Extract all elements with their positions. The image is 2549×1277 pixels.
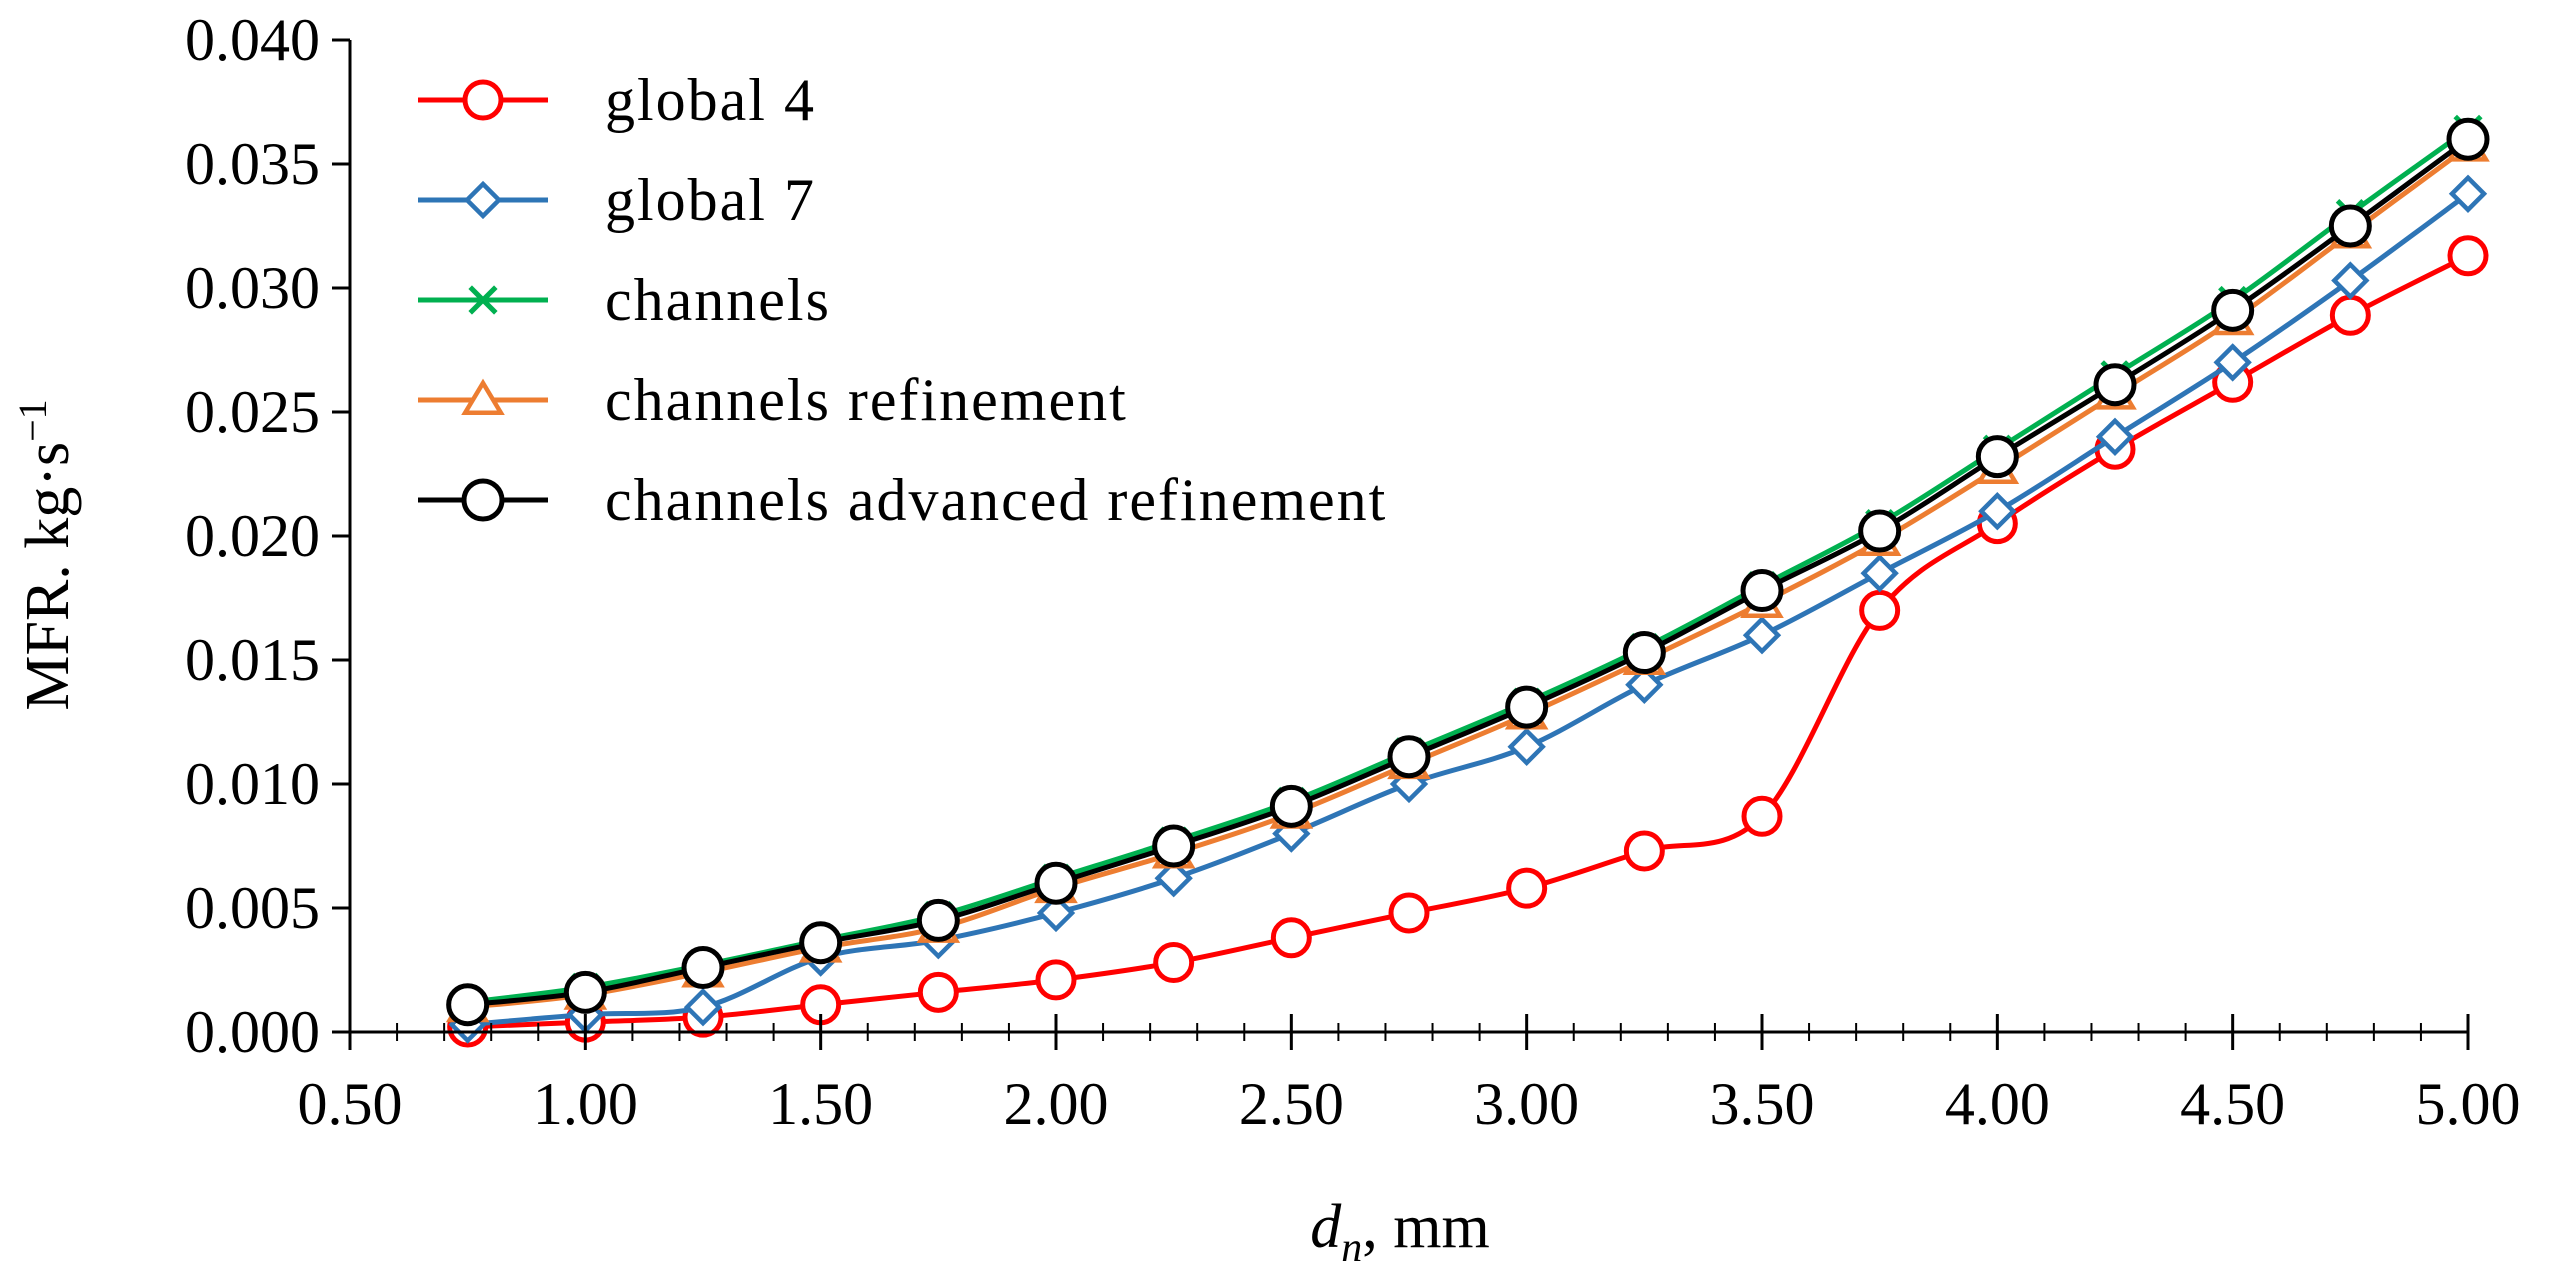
x-tick-label: 5.00: [2416, 1071, 2521, 1137]
series-layer: [445, 114, 2490, 1048]
series-channels-advanced-refinement-point: [1269, 784, 1313, 828]
legend-item-channels-advanced-refinement: channels advanced refinement: [418, 467, 1387, 533]
series-global-7-point: [1507, 727, 1546, 766]
series-channels: [453, 114, 2483, 1017]
series-channels-advanced-refinement: [446, 117, 2490, 1027]
x-axis-title-symbol: d: [1310, 1193, 1342, 1261]
x-tick-label: 0.50: [298, 1071, 403, 1137]
legend-item-channels-advanced-refinement-point: [461, 478, 505, 522]
legend-item-channels-refinement-point: [461, 378, 505, 415]
legend-item-global-7-label: global 7: [605, 167, 816, 233]
series-channels-advanced-refinement-point: [681, 946, 725, 990]
series-channels-advanced-refinement-point: [916, 898, 960, 942]
series-channels-advanced-refinement-point: [1034, 861, 1078, 905]
legend-item-channels-advanced-refinement-label: channels advanced refinement: [605, 467, 1387, 533]
legend-item-channels: channels: [418, 267, 831, 333]
series-channels-advanced-refinement-point: [2211, 288, 2255, 332]
series-global-4-point: [1153, 942, 1195, 984]
y-tick-label: 0.035: [185, 131, 320, 197]
series-global-4: [447, 235, 2489, 1048]
y-axis-title-text: MFR. kg·s: [14, 442, 82, 711]
series-global-7-point: [1860, 554, 1899, 593]
legend-item-channels-point-stroke: [468, 285, 498, 315]
legend-item-global-4-point: [462, 79, 504, 121]
y-tick-label: 0.030: [185, 255, 320, 321]
y-axis-title-superscript: −1: [10, 399, 55, 442]
x-tick-label: 2.50: [1239, 1071, 1344, 1137]
legend-item-global-4-label: global 4: [605, 67, 816, 133]
series-global-4-point: [1388, 892, 1430, 934]
series-global-4-point: [1741, 795, 1783, 837]
legend: global 4 global 7 channels channels refinem…: [418, 67, 1387, 533]
series-global-7-point: [1978, 492, 2017, 531]
series-global-4-point: [1859, 589, 1901, 631]
series-global-4-point: [2329, 294, 2371, 336]
x-tick-label: 1.00: [533, 1071, 638, 1137]
series-global-7-point: [1742, 616, 1782, 655]
series-channels-line: [467, 127, 2470, 1005]
series-channels-advanced-refinement-point: [446, 983, 490, 1027]
x-axis-title-unit: , mm: [1362, 1193, 1489, 1261]
x-axis-title-subscript: n: [1341, 1225, 1362, 1271]
x-tick-label: 4.00: [1945, 1071, 2050, 1137]
y-tick-label: 0.005: [185, 875, 320, 941]
series-global-4-point: [2447, 235, 2489, 277]
legend-item-channels-refinement: channels refinement: [418, 367, 1128, 433]
y-tick-label: 0.010: [185, 751, 320, 817]
series-channels-advanced-refinement-point: [1505, 685, 1549, 729]
series-channels-advanced-refinement-point: [563, 970, 607, 1014]
series-global-4-point: [1506, 867, 1548, 909]
y-tick-label: 0.000: [185, 999, 320, 1065]
y-tick-label: 0.040: [185, 7, 320, 73]
series-channels-advanced-refinement-point: [2446, 117, 2490, 161]
series-global-4-point: [1270, 917, 1312, 959]
legend-item-global-7-point: [463, 180, 503, 220]
series-global-4-point: [917, 971, 959, 1013]
y-tick-label: 0.020: [185, 503, 320, 569]
series-channels-advanced-refinement-point: [1152, 824, 1196, 868]
axes-layer: 0.000 0.005 0.010 0.015 0.020 0.025 0.030 0.035…: [185, 7, 2521, 1137]
series-global-7-point: [2448, 174, 2488, 213]
series-channels-advanced-refinement-point: [1975, 435, 2019, 479]
y-tick-label: 0.025: [185, 379, 320, 445]
series-global-7-point: [683, 988, 723, 1027]
legend-item-global-7: global 7: [418, 167, 816, 233]
series-global-7-point: [2095, 417, 2135, 456]
x-tick-label: 1.50: [768, 1071, 873, 1137]
series-channels-advanced-refinement-point: [2093, 363, 2137, 407]
series-global-4-point: [1623, 830, 1665, 872]
series-global-7-point: [2331, 261, 2370, 300]
x-axis-title: dn, mm: [1310, 1193, 1489, 1271]
series-channels-advanced-refinement-point: [799, 921, 843, 965]
series-channels-advanced-refinement-point: [2328, 204, 2372, 248]
series-channels-advanced-refinement-point: [1740, 569, 1784, 613]
series-channels-advanced-refinement-point: [1622, 631, 1666, 675]
x-tick-label: 4.50: [2180, 1071, 2285, 1137]
series-global-7-point: [1154, 859, 1193, 898]
x-tick-label: 3.50: [1710, 1071, 1815, 1137]
x-tick-label: 3.00: [1474, 1071, 1579, 1137]
x-tick-label: 2.00: [1004, 1071, 1109, 1137]
series-channels-refinement: [445, 125, 2490, 1023]
series-global-7-point: [1036, 893, 1076, 933]
legend-item-channels-point: [468, 285, 498, 315]
series-channels-advanced-refinement-point: [1387, 735, 1431, 779]
legend-item-channels-label: channels: [605, 267, 831, 333]
legend-item-global-4: global 4: [418, 67, 816, 133]
series-global-4-point: [1035, 959, 1077, 1001]
legend-item-channels-refinement-label: channels refinement: [605, 367, 1128, 433]
y-axis-title: MFR. kg·s−1: [10, 399, 82, 710]
series-global-7-point: [2213, 343, 2252, 382]
series-channels-advanced-refinement-point: [1858, 509, 1902, 553]
series-global-7-point: [1625, 665, 1664, 704]
y-tick-label: 0.015: [185, 627, 320, 693]
